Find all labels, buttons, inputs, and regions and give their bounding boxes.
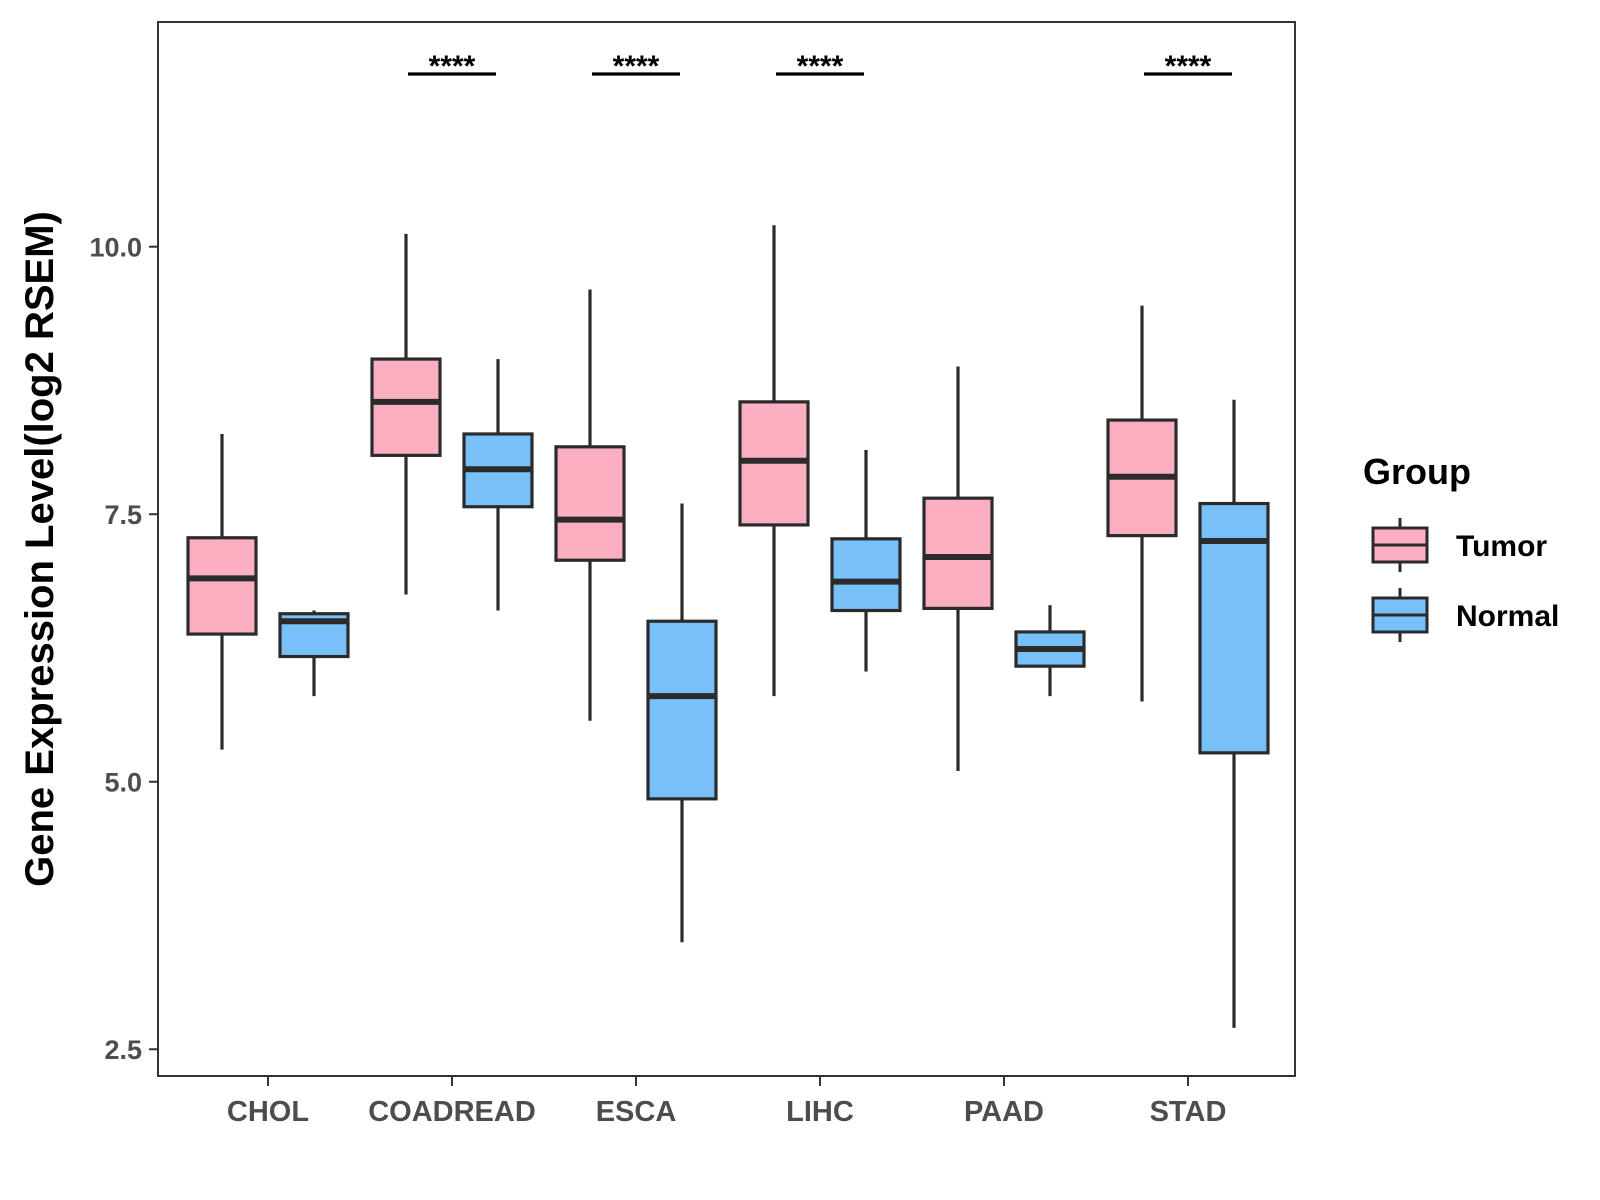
significance-layer: **** **** **** **** — [408, 50, 1232, 83]
y-tick-label: 2.5 — [104, 1035, 142, 1065]
box-tumor-stad — [1106, 305, 1178, 702]
legend-title: Group — [1363, 451, 1471, 492]
box-iqr — [370, 357, 442, 457]
y-tick-label: 5.0 — [104, 768, 142, 798]
legend-item-tumor: Tumor — [1371, 518, 1547, 572]
box-normal-paad — [1014, 605, 1086, 697]
significance-label: **** — [1165, 50, 1212, 83]
box-tumor-lihc — [738, 225, 810, 697]
box-tumor-chol — [186, 433, 258, 750]
box-tumor-esca — [554, 289, 626, 721]
box-tumor-coadread — [370, 233, 442, 595]
box-iqr — [186, 536, 258, 636]
y-tick-label: 10.0 — [89, 233, 142, 263]
box-iqr — [830, 537, 902, 613]
x-tick-label: LIHC — [786, 1096, 854, 1128]
y-axis: 2.5 5.0 7.5 10.0 — [89, 233, 158, 1065]
legend: Group Tumor Normal — [1363, 451, 1559, 642]
significance-label: **** — [429, 50, 476, 83]
box-normal-stad — [1198, 399, 1270, 1028]
legend-label-tumor: Tumor — [1456, 530, 1547, 563]
box-iqr — [922, 496, 994, 610]
y-tick-label: 7.5 — [104, 500, 142, 530]
plot-panel-border — [157, 21, 1296, 1077]
box-iqr — [646, 619, 718, 801]
x-axis: CHOL COADREAD ESCA LIHC PAAD STAD — [227, 1076, 1226, 1128]
x-tick-label: ESCA — [596, 1096, 677, 1128]
box-normal-chol — [278, 610, 350, 697]
legend-label-normal: Normal — [1456, 600, 1559, 633]
boxes-layer — [186, 225, 1270, 1028]
significance-label: **** — [797, 50, 844, 83]
x-tick-label: CHOL — [227, 1096, 309, 1128]
legend-item-normal: Normal — [1371, 588, 1559, 642]
box-iqr — [1198, 501, 1270, 755]
box-normal-lihc — [830, 450, 902, 672]
x-tick-label: PAAD — [964, 1096, 1044, 1128]
box-normal-coadread — [462, 359, 534, 611]
box-iqr — [554, 445, 626, 562]
significance-label: **** — [613, 50, 660, 83]
box-normal-esca — [646, 503, 718, 943]
y-axis-label: Gene Expression Level(log2 RSEM) — [18, 211, 62, 887]
box-tumor-paad — [922, 366, 994, 772]
x-tick-label: COADREAD — [368, 1096, 536, 1128]
x-tick-label: STAD — [1150, 1096, 1227, 1128]
